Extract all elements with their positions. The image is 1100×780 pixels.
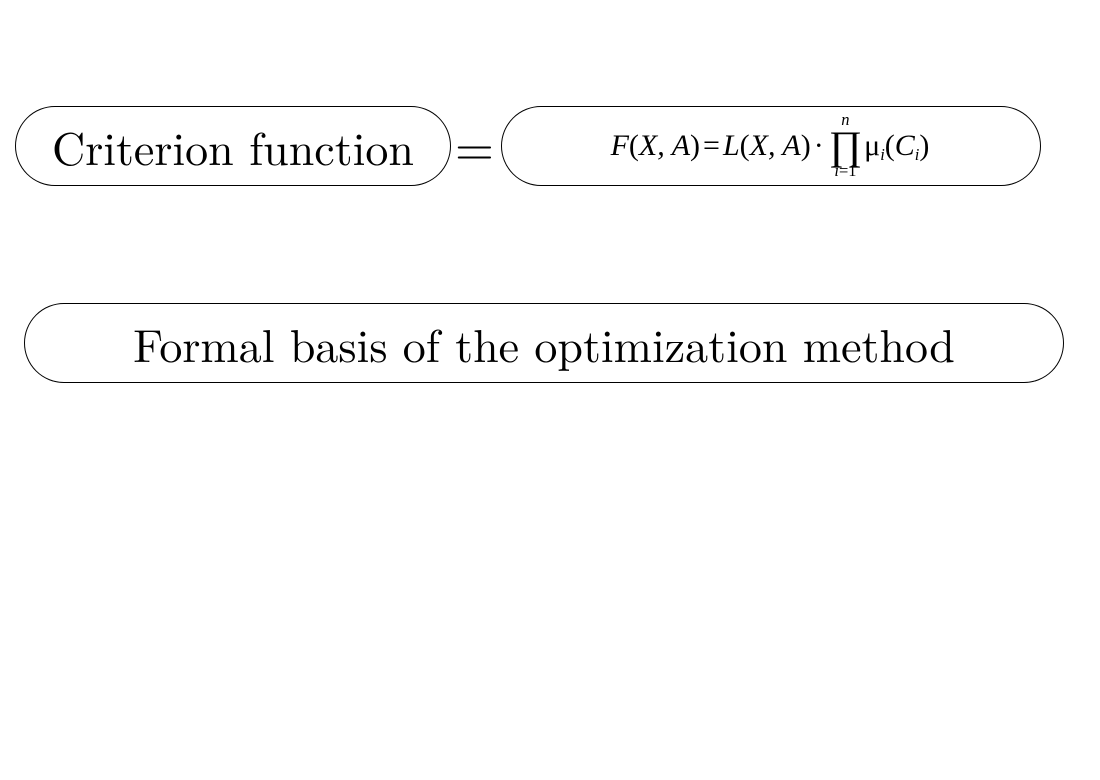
sym-args1: X, A: [639, 129, 690, 163]
prod-lower-1: 1: [848, 161, 856, 180]
node-criterion-function: Criterion function: [15, 106, 451, 186]
formula-expression: F(X, A) = L(X, A) · n ∏ i=1 μi (Ci ): [611, 112, 932, 179]
sym-mu: μ: [864, 129, 880, 163]
diagram-canvas: Criterion function = F(X, A) = L(X, A) ·…: [0, 0, 1100, 780]
sym-eq: =: [703, 129, 720, 163]
sym-F: F: [611, 129, 629, 163]
sym-dot: ·: [814, 129, 824, 163]
equals-connector: =: [455, 120, 494, 170]
prod-lower: i=1: [834, 163, 856, 180]
prod-lower-eq: =: [839, 161, 848, 180]
basis-label: Formal basis of the optimization method: [133, 311, 955, 376]
sym-C: C: [895, 129, 915, 163]
sym-L: L: [723, 129, 740, 163]
equals-text: =: [455, 109, 494, 180]
product-operator: n ∏ i=1: [829, 112, 862, 179]
criterion-label: Criterion function: [52, 114, 414, 179]
sym-mu-sub: i: [880, 145, 885, 165]
sym-args2: X, A: [750, 129, 801, 163]
sym-C-sub: i: [915, 145, 920, 165]
node-formal-basis: Formal basis of the optimization method: [24, 303, 1064, 383]
product-icon: ∏: [829, 129, 862, 163]
node-formula: F(X, A) = L(X, A) · n ∏ i=1 μi (Ci ): [501, 106, 1041, 186]
